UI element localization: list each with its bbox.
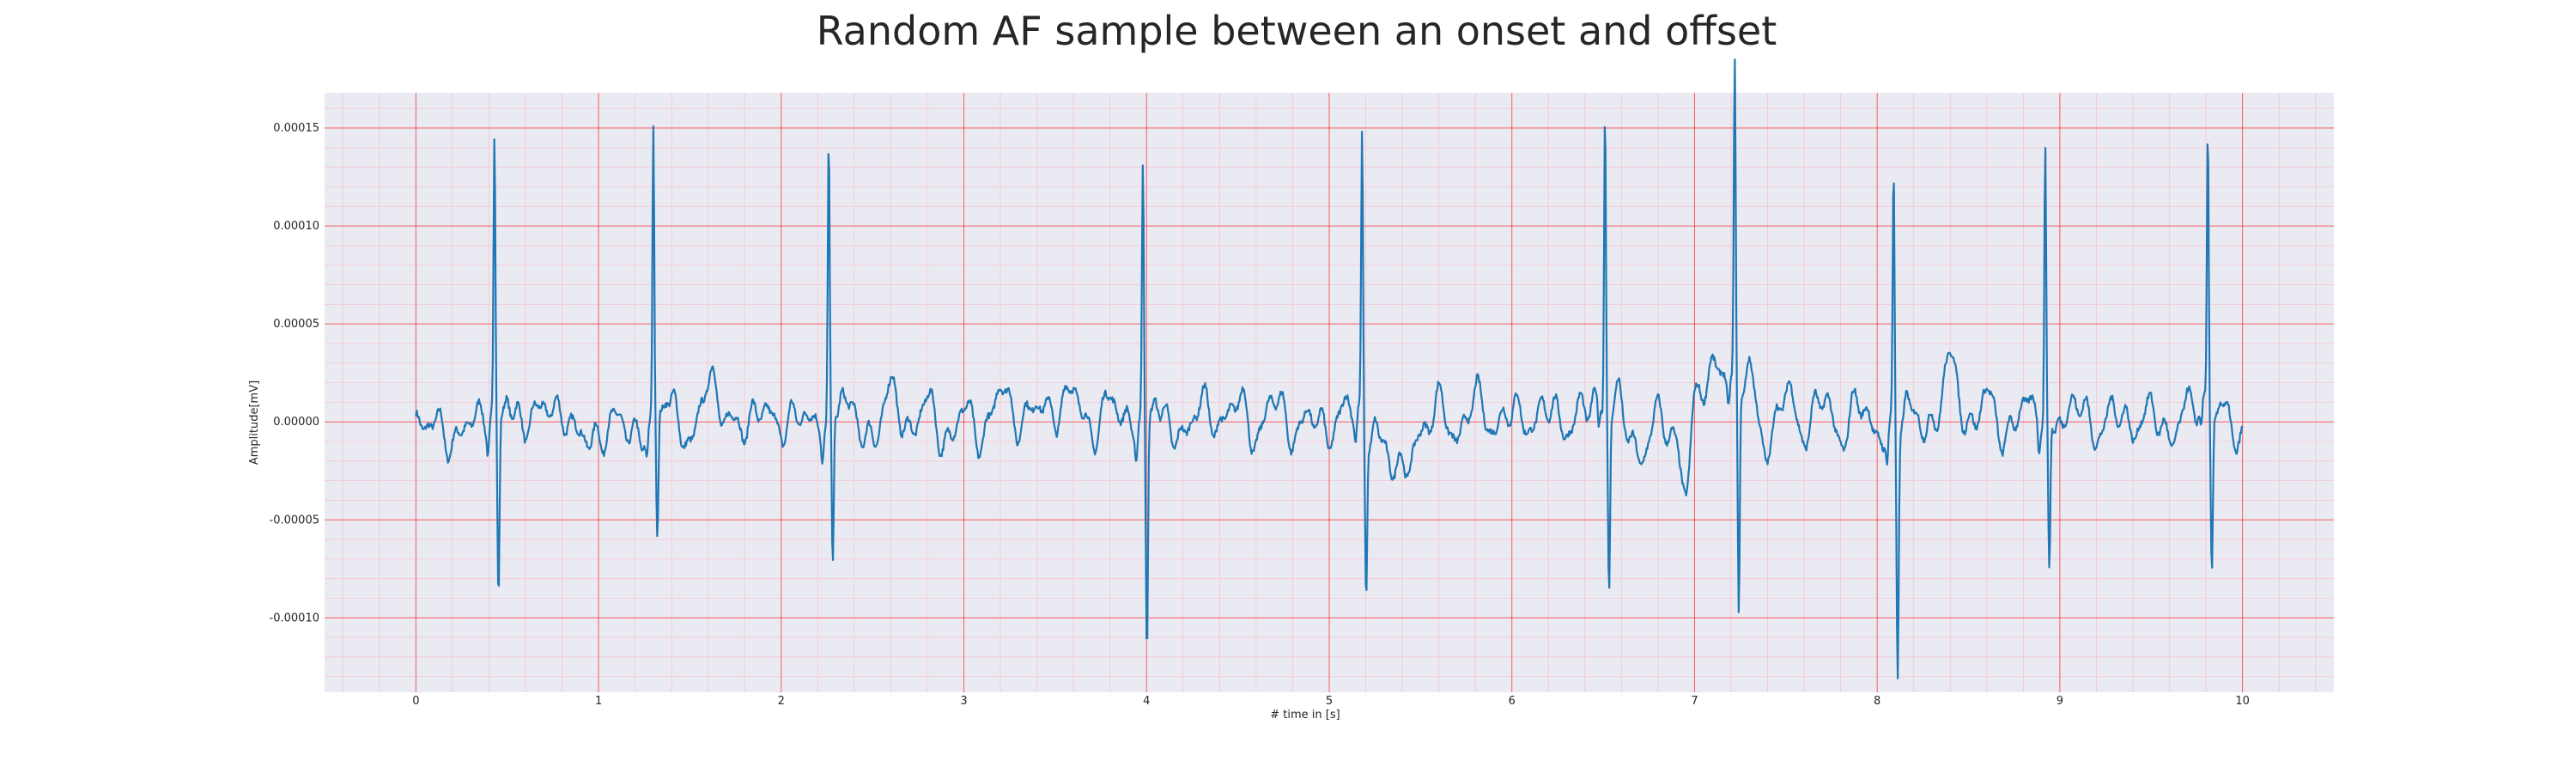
signal-layer bbox=[415, 58, 2244, 680]
y-axis-label: Amplitude[mV] bbox=[248, 380, 261, 465]
y-tick-label: -0.00010 bbox=[270, 612, 319, 624]
x-tick-label: 2 bbox=[778, 695, 785, 708]
y-tick-labels: 0.00015 0.00010 0.00005 0.00000 -0.00005 -0.0… bbox=[270, 122, 319, 624]
y-tick-label: 0.00000 bbox=[273, 416, 319, 429]
x-tick-label: 9 bbox=[2057, 695, 2063, 708]
x-tick-label: 8 bbox=[1874, 695, 1880, 708]
x-tick-label: 10 bbox=[2235, 695, 2250, 708]
y-tick-label: -0.00005 bbox=[270, 514, 319, 526]
chart-title: Random AF sample between an onset and of… bbox=[817, 8, 1777, 54]
x-tick-labels: 0 1 2 3 4 5 6 7 8 9 10 bbox=[412, 695, 2250, 708]
x-tick-label: 0 bbox=[412, 695, 419, 708]
ecg-signal-line bbox=[415, 58, 2244, 680]
major-grid bbox=[325, 93, 2334, 692]
x-tick-label: 5 bbox=[1326, 695, 1333, 708]
x-tick-label: 3 bbox=[960, 695, 967, 708]
x-tick-label: 7 bbox=[1691, 695, 1698, 708]
y-tick-label: 0.00010 bbox=[273, 220, 319, 233]
x-tick-label: 4 bbox=[1143, 695, 1150, 708]
x-tick-label: 1 bbox=[595, 695, 602, 708]
x-axis-label: # time in [s] bbox=[1270, 709, 1340, 721]
x-tick-label: 6 bbox=[1509, 695, 1516, 708]
y-tick-label: 0.00005 bbox=[273, 318, 319, 331]
y-tick-label: 0.00015 bbox=[273, 122, 319, 135]
